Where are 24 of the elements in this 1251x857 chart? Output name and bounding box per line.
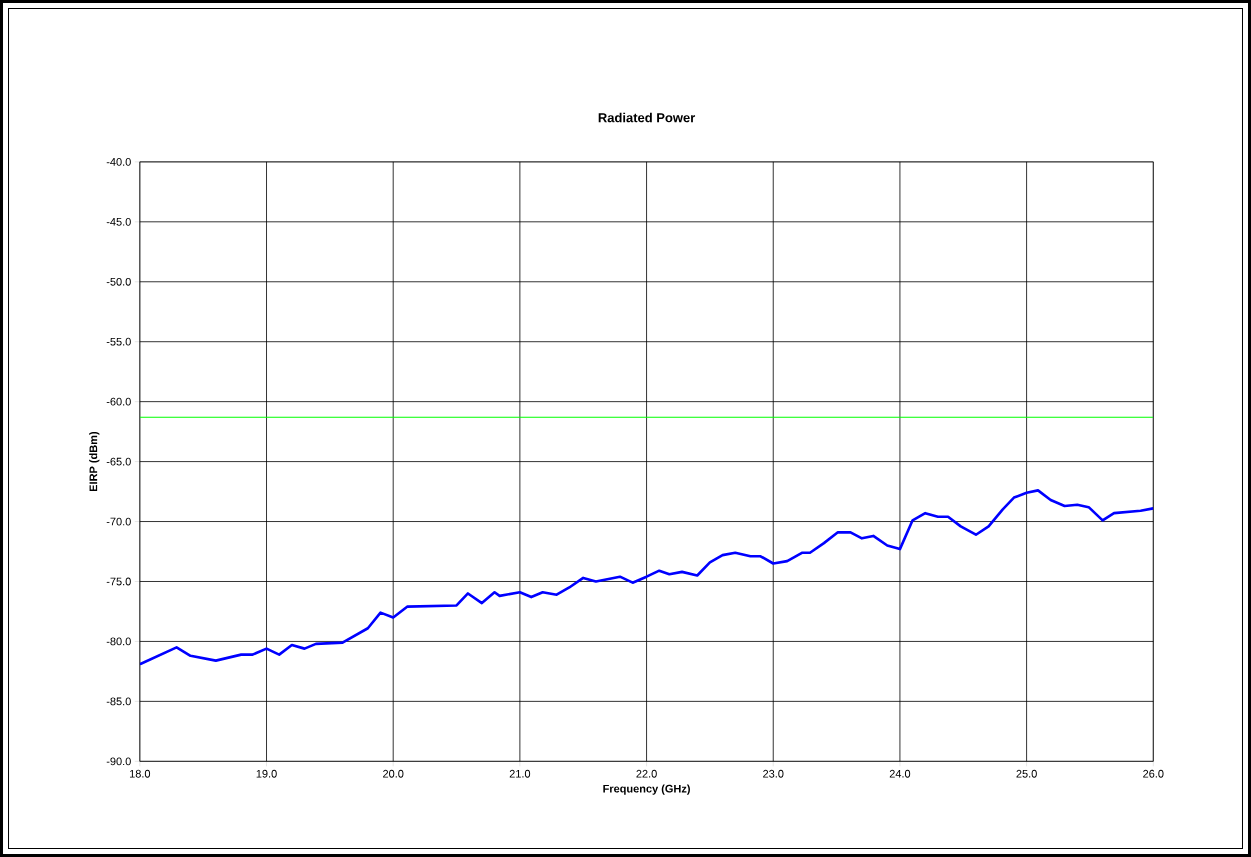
x-tick-label: 19.0 xyxy=(256,769,277,778)
y-tick-label: -60.0 xyxy=(106,397,131,406)
line-series xyxy=(139,489,1154,666)
chart-title: Radiated Power xyxy=(598,112,696,123)
x-tick-label: 20.0 xyxy=(383,769,404,778)
x-tick-label: 23.0 xyxy=(763,769,784,778)
x-tick-label: 22.0 xyxy=(636,769,657,778)
y-tick-label: -85.0 xyxy=(106,697,131,706)
y-tick-label: -55.0 xyxy=(106,337,131,346)
y-tick-label: -50.0 xyxy=(106,277,131,286)
x-tick-label: 18.0 xyxy=(129,769,151,778)
x-tick-label: 25.0 xyxy=(1016,769,1037,778)
x-tick-label: 21.0 xyxy=(509,769,531,778)
x-tick-label: 26.0 xyxy=(1143,769,1164,778)
y-tick-label: -70.0 xyxy=(106,517,131,526)
y-tick-label: -75.0 xyxy=(106,577,131,586)
y-tick-label: -45.0 xyxy=(106,217,131,226)
y-axis-title: EIRP (dBm) xyxy=(89,431,100,492)
x-axis-title: Frequency (GHz) xyxy=(603,784,690,795)
y-tick-label: -65.0 xyxy=(106,457,131,466)
x-tick-label: 24.0 xyxy=(889,769,911,778)
y-tick-label: -90.0 xyxy=(106,757,131,766)
y-tick-label: -80.0 xyxy=(106,637,131,646)
y-tick-label: -40.0 xyxy=(106,157,131,166)
